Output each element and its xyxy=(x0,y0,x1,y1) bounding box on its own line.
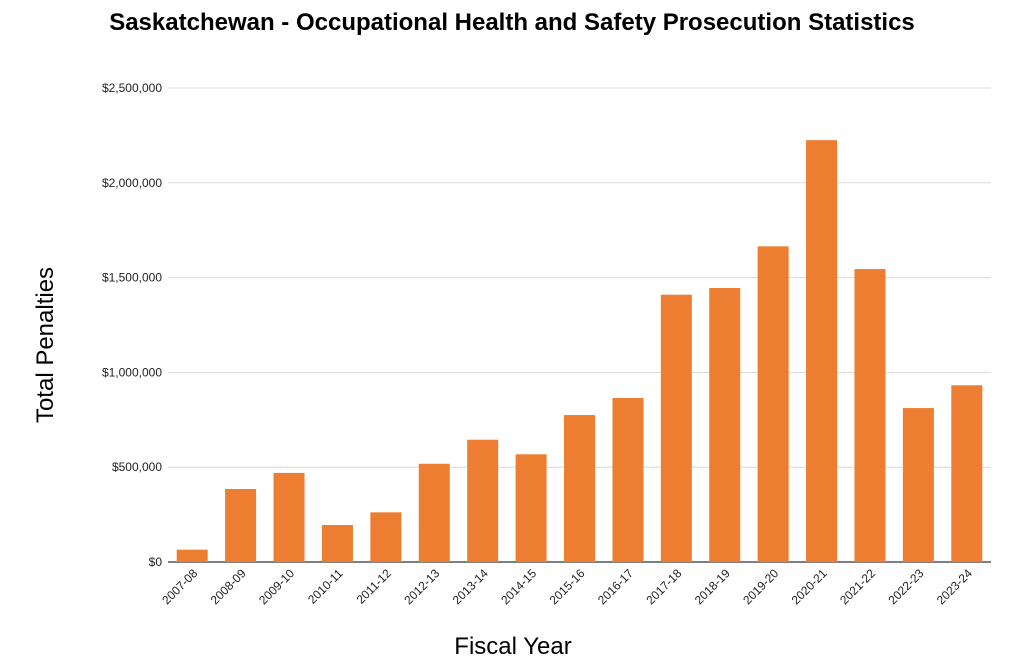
bar-2010-11 xyxy=(321,525,353,562)
x-tick-label: 2021-22 xyxy=(837,566,878,607)
x-tick-label: 2008-09 xyxy=(208,566,249,607)
x-axis-title: Fiscal Year xyxy=(454,633,571,660)
bar-2019-20 xyxy=(757,246,789,563)
x-tick-label: 2022-23 xyxy=(885,566,926,607)
x-tick-label: 2014-15 xyxy=(498,566,539,607)
x-tick-label: 2023-24 xyxy=(934,566,975,607)
bar-2017-18 xyxy=(660,294,692,562)
bar-2015-16 xyxy=(564,415,595,562)
x-axis: 2007-08 2008-09 2009-10 2010-11 2011-12 2012-… xyxy=(159,566,975,607)
y-tick-label: $1,500,000 xyxy=(102,271,162,285)
bar-2018-19 xyxy=(709,288,741,562)
x-tick-label: 2017-18 xyxy=(643,566,684,607)
x-tick-label: 2018-19 xyxy=(692,566,733,607)
y-axis-title: Total Penalties xyxy=(32,267,59,423)
bar-2008-09 xyxy=(225,489,257,562)
bar-2016-17 xyxy=(612,397,644,562)
chart-title: Saskatchewan - Occupational Health and S… xyxy=(109,9,915,36)
bar-2012-13 xyxy=(418,463,450,562)
y-tick-label: $2,000,000 xyxy=(102,176,162,190)
x-tick-label: 2011-12 xyxy=(354,566,395,607)
x-tick-label: 2013-14 xyxy=(450,566,491,607)
bar-2021-22 xyxy=(854,269,886,562)
bar-2020-21 xyxy=(806,140,838,562)
bar-2014-15 xyxy=(515,454,547,562)
x-tick-label: 2009-10 xyxy=(256,566,297,607)
bar-2022-23 xyxy=(902,408,934,562)
x-tick-label: 2012-13 xyxy=(401,566,442,607)
y-tick-label: $0 xyxy=(149,555,163,569)
bar-2013-14 xyxy=(467,439,499,562)
x-tick-label: 2020-21 xyxy=(789,566,830,607)
bar-2023-24 xyxy=(951,385,983,562)
y-tick-label: $500,000 xyxy=(112,460,162,474)
x-tick-label: 2015-16 xyxy=(547,566,588,607)
x-tick-label: 2007-08 xyxy=(159,566,200,607)
y-axis: $0 $500,000 $1,000,000 $1,500,000 $2,000,000… xyxy=(102,81,162,569)
x-tick-label: 2016-17 xyxy=(595,566,636,607)
bar-2007-08 xyxy=(176,549,208,562)
x-tick-label: 2010-11 xyxy=(305,566,346,607)
x-tick-label: 2019-20 xyxy=(740,566,781,607)
bars xyxy=(176,140,983,563)
y-tick-label: $2,500,000 xyxy=(102,81,162,95)
y-tick-label: $1,000,000 xyxy=(102,365,162,379)
bar-2011-12 xyxy=(370,512,402,562)
bar-2009-10 xyxy=(273,472,305,562)
